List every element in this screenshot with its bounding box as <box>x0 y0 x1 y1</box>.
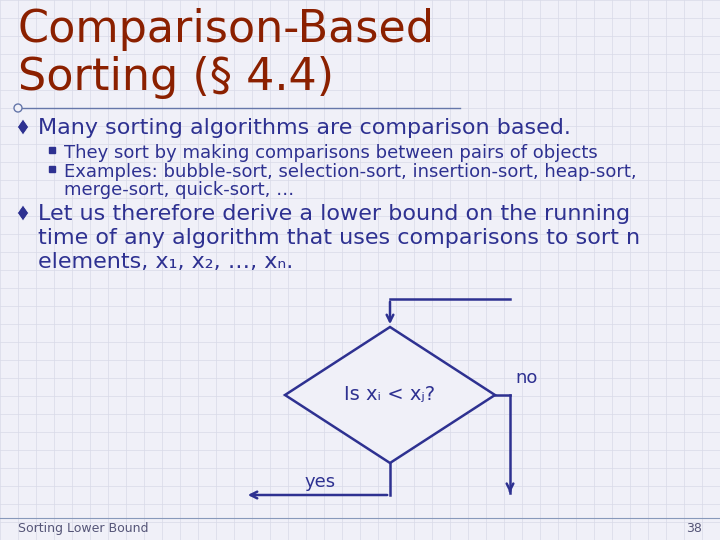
Polygon shape <box>285 327 495 463</box>
Text: elements, x₁, x₂, …, xₙ.: elements, x₁, x₂, …, xₙ. <box>38 252 293 272</box>
Text: 38: 38 <box>686 522 702 535</box>
Polygon shape <box>17 119 29 135</box>
Text: time of any algorithm that uses comparisons to sort n: time of any algorithm that uses comparis… <box>38 228 640 248</box>
Text: no: no <box>515 369 537 387</box>
Polygon shape <box>17 205 29 221</box>
Text: Many sorting algorithms are comparison based.: Many sorting algorithms are comparison b… <box>38 118 571 138</box>
Text: Let us therefore derive a lower bound on the running: Let us therefore derive a lower bound on… <box>38 204 630 224</box>
Text: Examples: bubble-sort, selection-sort, insertion-sort, heap-sort,: Examples: bubble-sort, selection-sort, i… <box>64 163 636 181</box>
Bar <box>49 147 55 153</box>
Text: yes: yes <box>305 473 336 491</box>
Text: Sorting Lower Bound: Sorting Lower Bound <box>18 522 148 535</box>
Bar <box>49 166 55 172</box>
Text: merge-sort, quick-sort, …: merge-sort, quick-sort, … <box>64 181 294 199</box>
Text: They sort by making comparisons between pairs of objects: They sort by making comparisons between … <box>64 144 598 162</box>
Text: Sorting (§ 4.4): Sorting (§ 4.4) <box>18 56 334 99</box>
Text: Comparison-Based: Comparison-Based <box>18 8 435 51</box>
Text: Is xᵢ < xⱼ?: Is xᵢ < xⱼ? <box>344 386 436 404</box>
Circle shape <box>14 104 22 112</box>
